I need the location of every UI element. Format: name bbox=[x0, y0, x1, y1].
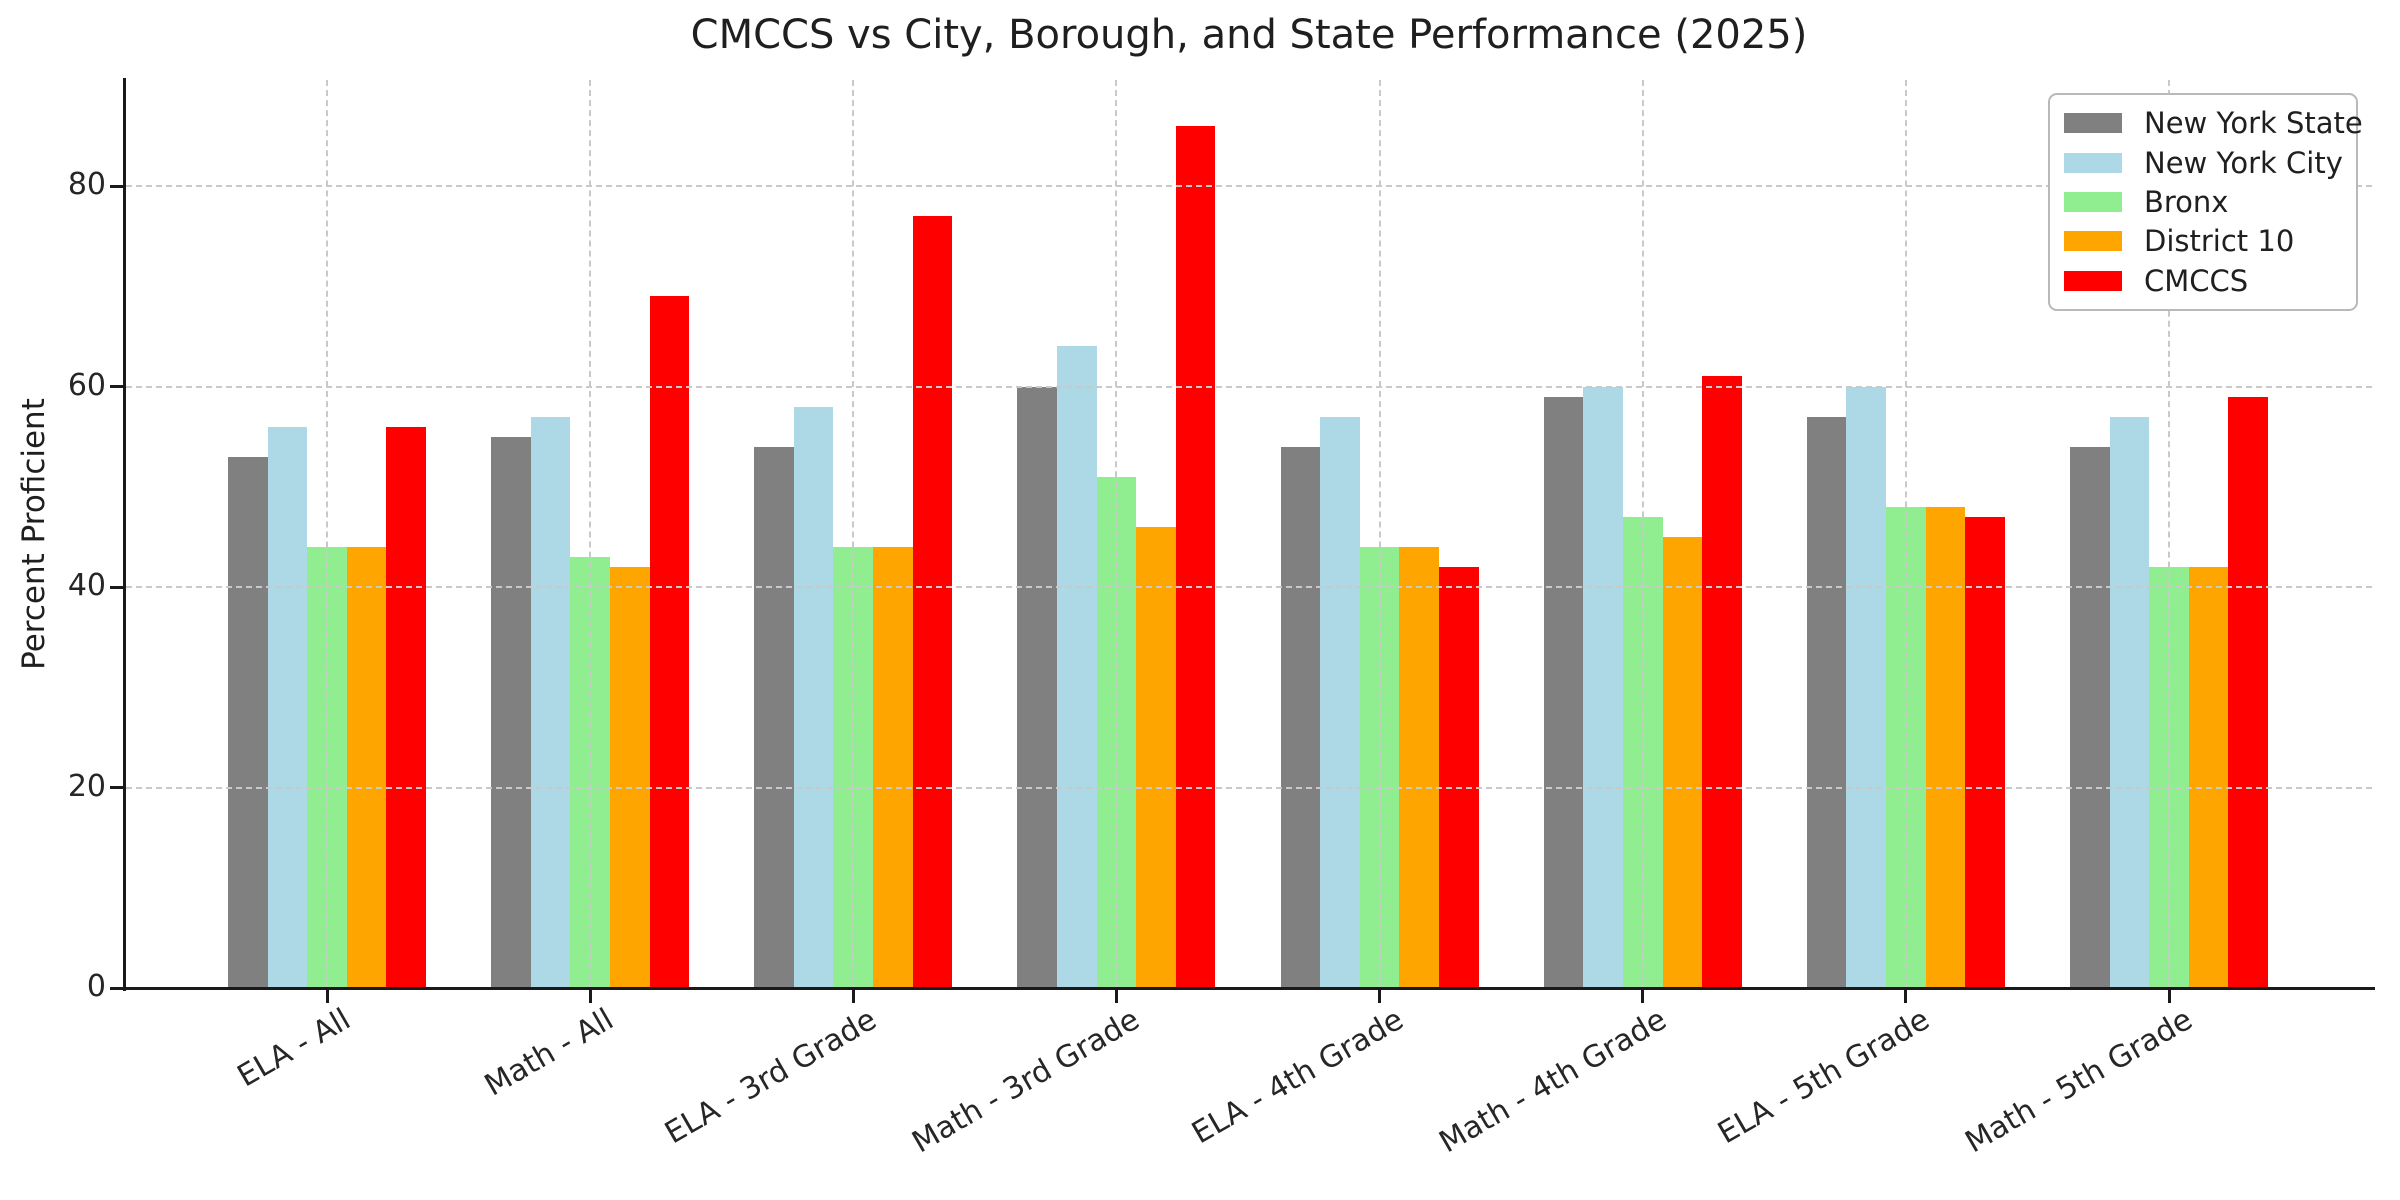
legend-swatch bbox=[2064, 231, 2122, 252]
bar-district-10 bbox=[346, 546, 387, 988]
bar-cmccs bbox=[1175, 125, 1216, 988]
bar-new-york-city bbox=[267, 426, 308, 988]
bar-district-10 bbox=[1136, 526, 1176, 988]
bar-district-10 bbox=[2188, 566, 2229, 988]
vertical-gridline bbox=[1115, 80, 1118, 989]
legend-swatch bbox=[2064, 113, 2122, 134]
vertical-gridline bbox=[2168, 80, 2170, 989]
bar-district-10 bbox=[873, 546, 913, 988]
bar-new-york-city bbox=[1846, 386, 1887, 988]
legend: New York State New York City Bronx District… bbox=[2048, 93, 2363, 311]
vertical-gridline bbox=[1378, 80, 1381, 989]
x-tick-mark bbox=[851, 990, 855, 1003]
horizontal-gridline bbox=[126, 786, 2372, 789]
y-axis-spine bbox=[123, 78, 126, 991]
x-tick-label: ELA - All bbox=[231, 1002, 357, 1095]
y-tick-mark bbox=[110, 786, 123, 789]
legend-item: District 10 bbox=[2064, 224, 2342, 258]
legend-label: New York City bbox=[2144, 145, 2343, 180]
horizontal-gridline bbox=[126, 385, 2372, 388]
horizontal-gridline bbox=[126, 586, 2372, 588]
bar-new-york-state bbox=[491, 436, 531, 988]
x-tick-mark bbox=[1378, 990, 1382, 1003]
legend-label: CMCCS bbox=[2144, 263, 2249, 298]
bar-new-york-state bbox=[228, 456, 268, 988]
legend-item: Bronx bbox=[2064, 185, 2342, 219]
legend-label: Bronx bbox=[2144, 184, 2229, 219]
bar-cmccs bbox=[912, 216, 953, 988]
bar-new-york-state bbox=[754, 446, 794, 988]
legend-item: New York State bbox=[2064, 106, 2363, 140]
bar-new-york-city bbox=[2109, 416, 2150, 988]
x-axis-spine bbox=[123, 987, 2375, 990]
bar-cmccs bbox=[1965, 516, 2005, 988]
bar-cmccs bbox=[386, 426, 426, 988]
legend-swatch bbox=[2064, 152, 2122, 173]
vertical-gridline bbox=[1641, 80, 1644, 989]
legend-label: New York State bbox=[2144, 106, 2363, 141]
bar-new-york-city bbox=[530, 416, 571, 988]
x-tick-mark bbox=[1904, 990, 1908, 1003]
horizontal-gridline bbox=[126, 185, 2372, 187]
x-tick-mark bbox=[2167, 990, 2171, 1003]
y-tick-label: 0 bbox=[86, 969, 106, 1004]
bar-new-york-city bbox=[1057, 346, 1097, 988]
bar-new-york-state bbox=[1017, 386, 1058, 988]
bar-new-york-city bbox=[1320, 416, 1360, 988]
vertical-gridline bbox=[852, 80, 855, 989]
x-tick-mark bbox=[1114, 990, 1118, 1003]
y-tick-mark bbox=[110, 585, 123, 589]
bar-cmccs bbox=[2228, 396, 2268, 988]
x-tick-mark bbox=[325, 990, 329, 1003]
bar-new-york-state bbox=[1280, 446, 1321, 988]
bar-new-york-city bbox=[1583, 386, 1623, 988]
bar-new-york-state bbox=[1806, 416, 1847, 988]
x-tick-mark bbox=[1641, 990, 1645, 1003]
vertical-gridline bbox=[589, 80, 592, 989]
legend-item: New York City bbox=[2064, 145, 2343, 180]
y-tick-mark bbox=[110, 184, 123, 188]
bar-new-york-state bbox=[2070, 446, 2110, 988]
legend-swatch bbox=[2064, 270, 2122, 291]
bar-district-10 bbox=[609, 566, 650, 988]
y-tick-label: 80 bbox=[67, 167, 106, 202]
vertical-gridline bbox=[1904, 80, 1907, 989]
y-tick-label: 20 bbox=[67, 768, 106, 804]
bar-new-york-city bbox=[793, 406, 834, 988]
vertical-gridline bbox=[326, 80, 328, 989]
y-tick-mark bbox=[110, 986, 123, 990]
chart-title: CMCCS vs City, Borough, and State Perfor… bbox=[690, 12, 1808, 58]
bar-cmccs bbox=[649, 296, 690, 988]
bar-district-10 bbox=[1399, 546, 1439, 988]
legend-swatch bbox=[2064, 191, 2122, 212]
y-tick-label: 60 bbox=[67, 367, 106, 403]
legend-item: CMCCS bbox=[2064, 264, 2342, 298]
bar-district-10 bbox=[1662, 536, 1703, 988]
y-tick-label: 40 bbox=[67, 568, 106, 603]
bar-cmccs bbox=[1702, 376, 1742, 988]
bar-cmccs bbox=[1438, 566, 1479, 988]
x-tick-mark bbox=[588, 990, 592, 1003]
bar-district-10 bbox=[1925, 506, 1966, 988]
legend-label: District 10 bbox=[2144, 224, 2295, 259]
y-tick-mark bbox=[110, 385, 123, 388]
bar-new-york-state bbox=[1543, 396, 1584, 988]
